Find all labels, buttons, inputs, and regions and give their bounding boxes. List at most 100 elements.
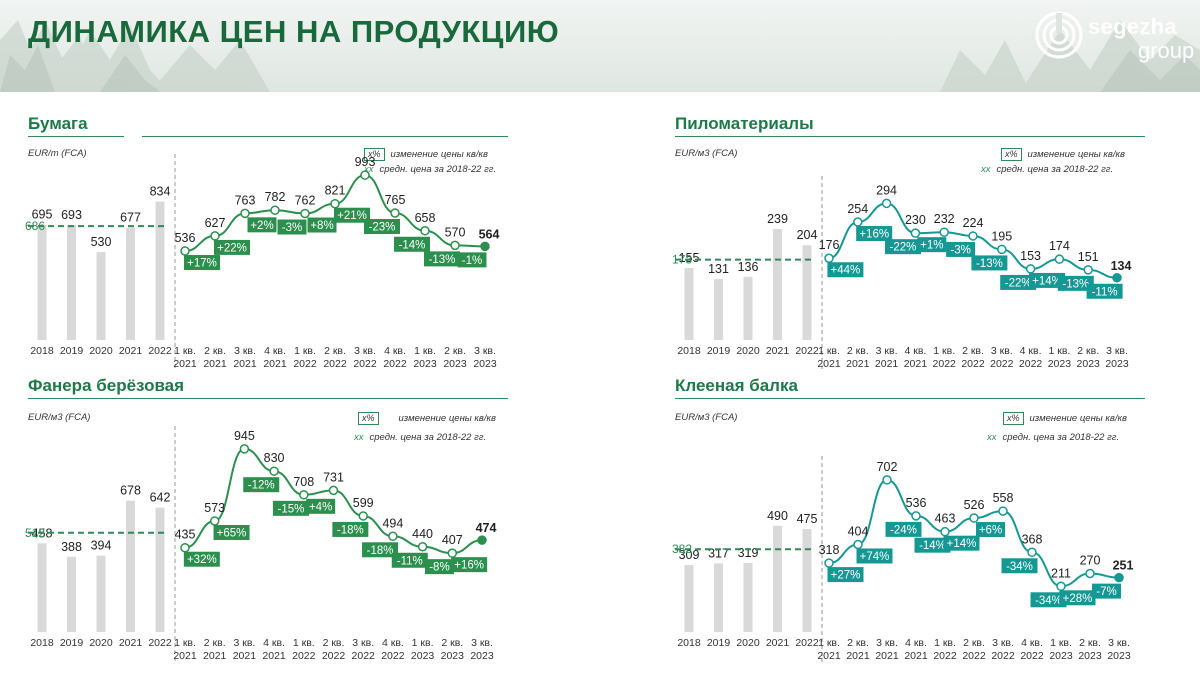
annual-bar: [684, 268, 694, 340]
panel-title: Бумага: [28, 114, 88, 133]
page-title: ДИНАМИКА ЦЕН НА ПРОДУКЦИЮ: [28, 14, 560, 49]
annual-bar: [743, 562, 753, 632]
logo: segezha group: [1034, 8, 1194, 68]
annual-bar: [773, 525, 782, 632]
quarterly-point: [420, 226, 430, 236]
quarterly-value-label: 570: [445, 225, 466, 239]
quarterly-point: [1056, 581, 1066, 592]
change-badge: [332, 521, 369, 537]
quarterly-value-label: 463: [935, 512, 956, 526]
change-badge: [306, 498, 336, 514]
quarterly-tick-label: 1 кв.: [1048, 345, 1070, 357]
change-badge: [885, 521, 922, 537]
title-rule: [675, 136, 821, 137]
quarterly-tick-label: 3 кв.: [876, 637, 898, 649]
annual-tick-label: 2018: [677, 345, 701, 357]
quarterly-value-label: 494: [382, 516, 403, 530]
change-badge-label: -14%: [919, 540, 946, 552]
quarterly-tick-label: 2021: [233, 650, 257, 662]
quarterly-point: [417, 542, 428, 552]
quarterly-point: [1085, 568, 1095, 579]
panel-glulam: Клееная балка EUR/м3 (FCA) x% изменение ц…: [672, 376, 1145, 666]
quarterly-tick-label: 2 кв.: [847, 345, 869, 357]
quarterly-point: [300, 208, 310, 219]
logo-sub: group: [1138, 38, 1195, 63]
quarterly-tick-label: 2022: [962, 650, 986, 662]
change-badge: [184, 255, 220, 271]
quarterly-tick-label: 3 кв.: [352, 637, 374, 649]
annual-tick-label: 2019: [707, 637, 731, 649]
change-badge-label: -34%: [1006, 561, 1033, 573]
change-badge-label: -34%: [1035, 595, 1062, 607]
change-badge-label: -13%: [976, 258, 1003, 270]
quarterly-value-label: 658: [415, 211, 436, 225]
quarterly-tick-label: 2 кв.: [1079, 637, 1101, 649]
annual-value-label: 490: [767, 509, 788, 523]
quarterly-point: [180, 542, 190, 553]
annual-bar: [96, 555, 106, 632]
title-rule: [28, 398, 508, 399]
annual-bar: [802, 529, 812, 632]
quarterly-point: [210, 231, 220, 241]
annual-tick-label: 2021: [766, 345, 790, 357]
quarterly-point: [968, 231, 978, 241]
change-badge: [247, 217, 277, 233]
annual-tick-label: 2022: [148, 345, 172, 357]
quarterly-value-label: 821: [325, 184, 346, 198]
legend-average: xx средн. цена за 2018-22 гг.: [987, 432, 1119, 443]
legend-average: xx средн. цена за 2018-22 гг.: [364, 164, 496, 175]
legend-avg-text: средн. цена за 2018-22 гг.: [996, 164, 1114, 175]
title-rule: [28, 136, 124, 137]
quarterly-tick-label: 1 кв.: [818, 637, 840, 649]
average-value-label: 382: [672, 542, 692, 556]
change-badge-label: +21%: [337, 210, 367, 222]
quarterly-point: [358, 511, 368, 521]
quarterly-tick-label: 2022: [990, 358, 1014, 370]
quarterly-value-label: 526: [964, 498, 985, 512]
legend-avg-label: xx: [981, 164, 991, 175]
quarterly-value-label: 134: [1111, 259, 1132, 273]
quarterly-tick-label: 4 кв.: [1021, 637, 1043, 649]
change-badge-label: -3%: [282, 222, 302, 234]
change-badge: [856, 548, 893, 564]
annual-bar: [684, 565, 694, 632]
change-badge: [394, 236, 430, 252]
quarterly-point: [328, 485, 339, 496]
quarterly-tick-label: 3 кв.: [991, 345, 1013, 357]
quarterly-value-label: 763: [235, 193, 256, 207]
change-badge-label: -22%: [1005, 277, 1032, 289]
quarterly-tick-label: 3 кв.: [474, 345, 496, 357]
quarterly-point: [1027, 547, 1037, 558]
quarterly-value-label: 440: [412, 527, 433, 541]
quarterly-point: [1025, 264, 1036, 274]
change-badge: [1001, 558, 1038, 574]
change-badge-label: +6%: [979, 525, 1002, 537]
quarterly-tick-label: 1 кв.: [933, 345, 955, 357]
quarterly-tick-label: 2022: [322, 650, 346, 662]
change-badge-label: -7%: [1096, 586, 1116, 598]
quarterly-tick-label: 2 кв.: [962, 345, 984, 357]
change-badge-label: +65%: [217, 527, 247, 539]
quarterly-tick-label: 1 кв.: [414, 345, 436, 357]
legend-box: x%: [358, 412, 379, 425]
annual-value-label: 131: [708, 262, 729, 276]
quarterly-tick-label: 2023: [1105, 358, 1129, 370]
quarterly-value-label: 224: [963, 216, 984, 230]
legend-box: x%: [1001, 148, 1022, 161]
annual-bar: [96, 252, 106, 340]
segezha-logo-icon: [1035, 11, 1083, 59]
panel-plywood: Фанера берёзовая EUR/м3 (FCA) x% изменени…: [25, 376, 508, 666]
legend-avg-label: xx: [364, 164, 374, 175]
quarterly-tick-label: 2022: [1019, 358, 1043, 370]
annual-tick-label: 2021: [119, 637, 143, 649]
change-badge-label: -22%: [890, 242, 917, 254]
quarterly-point: [388, 531, 398, 542]
quarterly-tick-label: 2023: [1049, 650, 1073, 662]
change-badge: [457, 252, 487, 268]
quarterly-value-label: 294: [876, 183, 897, 197]
quarterly-tick-label: 2 кв.: [323, 637, 345, 649]
change-badge: [1059, 590, 1096, 606]
quarterly-value-label: 536: [175, 231, 196, 245]
quarterly-tick-label: 2021: [262, 650, 286, 662]
chart-paper: 695 2018 693 2019 530 2020 677 2021 834 2022 686 53…: [25, 154, 499, 370]
